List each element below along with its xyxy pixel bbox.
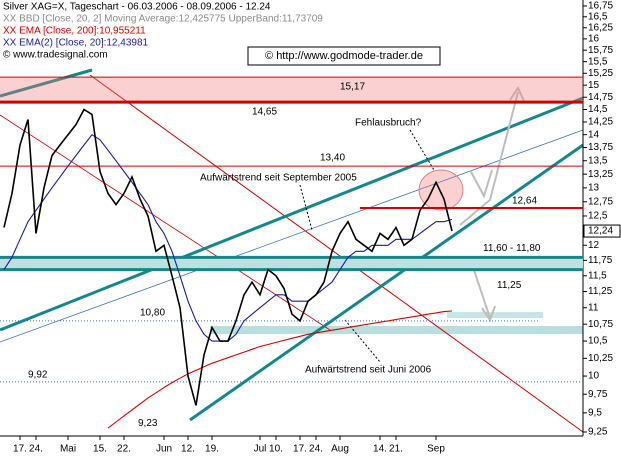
y-tick-label: 14,5 <box>588 104 608 115</box>
y-tick-label: 11,25 <box>588 286 613 297</box>
y-tick-label: 13,5 <box>588 155 608 166</box>
annotation: Aufwärtstrend seit September 2005 <box>200 173 357 184</box>
support-zone <box>210 326 583 334</box>
level-label: 13,40 <box>320 153 345 164</box>
x-tick-label: 24. <box>29 444 43 455</box>
last-price-label: 12,24 <box>588 226 613 237</box>
x-tick-label: Jun <box>156 444 172 455</box>
scenario-arrow <box>469 169 493 199</box>
level-label: 9,92 <box>28 369 48 380</box>
level-label: 9,23 <box>138 418 158 429</box>
y-tick-label: 12,75 <box>588 196 613 207</box>
scenario-arrow <box>459 91 519 226</box>
x-tick-label: 17. <box>13 444 27 455</box>
trend-line <box>189 143 584 422</box>
trend-line <box>0 68 93 98</box>
y-tick-label: 13,25 <box>588 169 613 180</box>
legend-bg <box>0 25 152 37</box>
last-price-box <box>583 224 621 238</box>
header-text: © www.tradesignal.com <box>3 50 108 61</box>
y-tick-label: 9,25 <box>588 427 608 438</box>
y-tick-label: 16 <box>588 34 600 45</box>
level-label: 10,80 <box>140 307 165 318</box>
y-tick-label: 15,25 <box>588 68 613 79</box>
x-tick-label: 17. <box>293 444 307 455</box>
y-tick-label: 14,75 <box>588 92 613 103</box>
series-line <box>3 108 453 406</box>
level-label: 12,64 <box>512 196 537 207</box>
support-zone <box>447 312 543 318</box>
y-tick-label: 16,25 <box>588 22 613 33</box>
y-tick-label: 15,75 <box>588 45 613 56</box>
x-tick-label: 14. <box>373 444 387 455</box>
arrow-head <box>481 305 496 323</box>
x-tick-label: 24. <box>309 444 323 455</box>
y-tick-label: 11,5 <box>588 270 607 281</box>
x-tick-label: 22. <box>117 444 131 455</box>
y-tick-label: 12,5 <box>588 211 608 222</box>
legend-bg <box>0 13 262 25</box>
trend-line <box>0 96 584 332</box>
annotation: Aufwärtstrend seit Juni 2006 <box>305 365 432 376</box>
legend-bg <box>0 37 152 49</box>
x-tick-label: Aug <box>331 444 349 455</box>
x-tick-label: Mai <box>60 444 76 455</box>
x-tick-label: Jul <box>254 444 267 455</box>
support-zone <box>0 257 583 270</box>
y-tick-label: 10 <box>588 371 600 382</box>
x-tick-label: 10. <box>269 444 283 455</box>
y-tick-label: 9,75 <box>588 389 608 400</box>
decorations <box>0 0 584 437</box>
y-tick-label: 15,5 <box>588 56 608 67</box>
y-tick-label: 16,75 <box>588 1 613 12</box>
x-tick-label: 21. <box>389 444 403 455</box>
y-tick-label: 13 <box>588 182 600 193</box>
y-tick-label: 10,25 <box>588 353 613 364</box>
y-tick-label: 11 <box>588 302 599 313</box>
annotation: Fehlausbruch? <box>355 118 422 129</box>
y-tick-label: 16,5 <box>588 11 608 22</box>
header-text: XX BBD [Close, 20, 2] Moving Average:12,… <box>3 14 323 25</box>
series-line <box>107 310 453 429</box>
y-tick-label: 14 <box>588 129 600 140</box>
y-tick-label: 15 <box>588 80 600 91</box>
y-tick-label: 9,5 <box>588 408 602 419</box>
y-tick-label: 10,75 <box>588 319 613 330</box>
x-tick-label: 15. <box>93 444 107 455</box>
legend-bg <box>0 1 152 13</box>
trend-line <box>89 74 584 433</box>
y-tick-label: 12 <box>588 240 600 251</box>
watermark-box <box>247 46 441 66</box>
legend-bg <box>0 49 152 61</box>
y-tick-label: 13,75 <box>588 142 613 153</box>
highlight-circle <box>418 169 464 211</box>
x-tick-label: Sep <box>427 444 445 455</box>
level-label: 14,65 <box>252 107 277 118</box>
y-tick-label: 14,25 <box>588 117 613 128</box>
level-label: 11,25 <box>497 280 522 291</box>
zone-label: 11,60 - 11,80 <box>483 243 541 254</box>
resistance-zone <box>0 77 583 103</box>
legend-entry: XX EMA(2) [Close, 20]:12,43981 <box>3 38 149 49</box>
x-tick-label: 12. <box>181 444 195 455</box>
header-text: Silver XAG=X, Tageschart - 06.03.2006 - … <box>3 2 271 13</box>
y-tick-label: 11,75 <box>588 255 613 266</box>
y-tick-label: 10,5 <box>588 336 608 347</box>
watermark: © http://www.godmode-trader.de <box>265 50 423 62</box>
arrow-head <box>509 85 525 102</box>
x-tick-label: 19. <box>205 444 219 455</box>
trend-line <box>0 129 584 343</box>
level-label: 15,17 <box>340 82 365 93</box>
legend-entry: XX EMA [Close, 200]:10,955211 <box>3 26 146 37</box>
